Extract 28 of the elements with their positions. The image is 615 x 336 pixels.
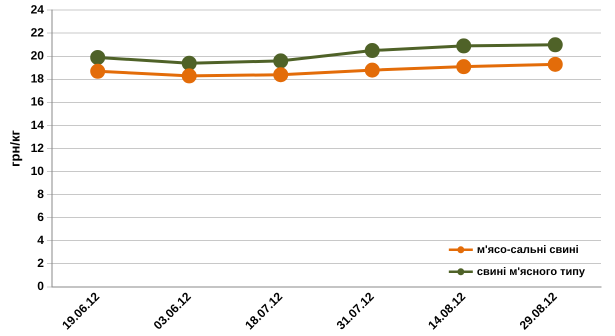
legend-label: свині м'ясного типу — [476, 266, 586, 278]
y-tick-label: 10 — [30, 164, 44, 178]
point — [90, 64, 106, 79]
y-tick-label: 22 — [30, 26, 44, 40]
point — [364, 62, 380, 78]
point — [548, 56, 563, 72]
y-tick-label: 2 — [37, 256, 44, 270]
y-tick-label: 14 — [30, 118, 44, 132]
y-tick-label: 12 — [30, 140, 44, 155]
point — [456, 38, 472, 54]
legend-label: м'ясо-сальні свині — [476, 244, 579, 256]
point — [90, 50, 106, 65]
point — [548, 37, 563, 52]
point — [456, 59, 472, 74]
y-tick-label: 4 — [37, 233, 44, 248]
y-tick-label: 18 — [30, 72, 44, 86]
point — [182, 68, 197, 84]
y-tick-label: 8 — [37, 186, 44, 201]
point — [364, 43, 380, 58]
point — [182, 56, 197, 71]
y-tick-label: 0 — [37, 279, 44, 294]
y-tick-label: 24 — [30, 2, 44, 17]
y-tick-label: 16 — [30, 94, 44, 109]
point — [273, 53, 288, 68]
y-tick-label: 20 — [30, 48, 44, 63]
y-tick-label: 6 — [37, 210, 44, 224]
y-axis-title: грн/кг — [7, 130, 22, 167]
point — [273, 67, 288, 82]
